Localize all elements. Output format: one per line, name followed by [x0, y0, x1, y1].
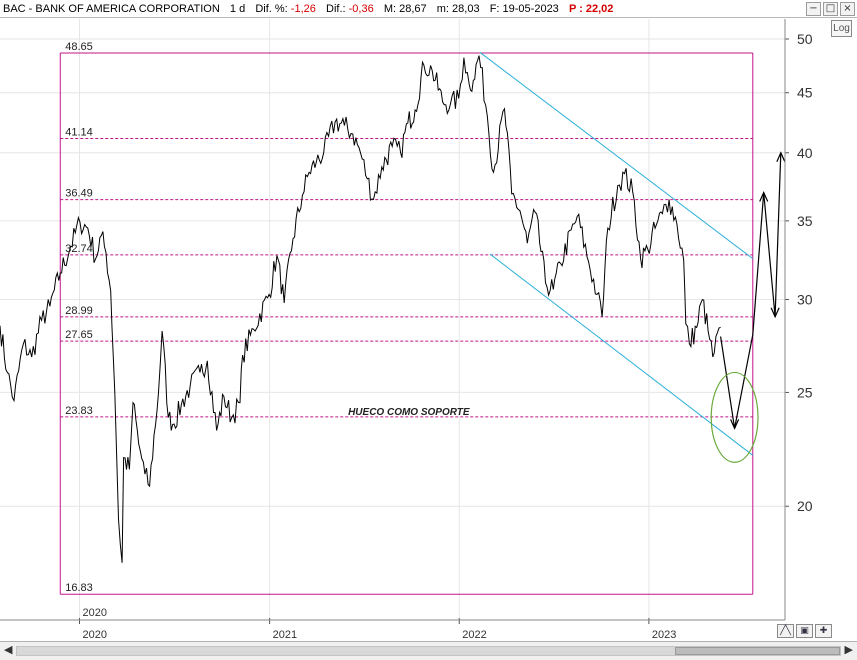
y-tick-label: 50 — [797, 31, 813, 47]
scroll-thumb[interactable] — [675, 647, 840, 655]
x-tick-label: 2023 — [652, 629, 676, 641]
channel-lines — [479, 52, 754, 456]
crosshair-icon[interactable]: ✚ — [815, 624, 832, 638]
price-series — [0, 55, 721, 563]
support-ellipse — [710, 371, 759, 463]
channel-line — [479, 52, 754, 260]
forecast-path — [720, 151, 786, 430]
save-icon[interactable]: ▣ — [796, 624, 813, 638]
y-tick-label: 30 — [797, 291, 813, 307]
forecast-line — [720, 152, 782, 429]
channel-line — [489, 253, 754, 456]
level-label: 41.14 — [65, 126, 93, 138]
level-label: 16.83 — [65, 582, 93, 594]
forecast-arrowhead — [730, 419, 740, 430]
forecast-arrowhead — [770, 307, 780, 319]
minimize-icon[interactable]: − — [806, 2, 821, 16]
scroll-left-icon[interactable]: ◀ — [4, 643, 13, 656]
dif-pct-label: Dif. %: — [255, 3, 288, 15]
symbol-name: BAC - BANK OF AMERICA CORPORATION — [3, 3, 220, 15]
log-scale-button[interactable]: Log — [831, 20, 852, 37]
maximize-icon[interactable]: □ — [823, 2, 838, 16]
y-tick-label: 35 — [797, 213, 813, 229]
y-tick-label: 40 — [797, 145, 813, 161]
chart-labels: 2020 48.65 41.14 36.49 32.74 28.99 27.65 23.83 1… — [65, 41, 470, 619]
scroll-right-icon[interactable]: ▶ — [844, 643, 853, 656]
chart-title-bar: BAC - BANK OF AMERICA CORPORATION 1 d Di… — [0, 0, 857, 18]
dif-pct-value: -1,26 — [290, 3, 316, 15]
horizontal-scrollbar[interactable]: ◀ ▶ — [0, 641, 857, 660]
max-label: M: 28,67 — [383, 3, 427, 15]
timeframe-label: 1 d — [229, 3, 246, 15]
scroll-track[interactable] — [16, 646, 841, 656]
level-label: 48.65 — [65, 41, 93, 53]
x-tick-label: 2020 — [82, 629, 106, 641]
dif-label: Dif.: — [326, 3, 346, 15]
x-tick-label: 2022 — [462, 629, 486, 641]
level-label: 32.74 — [65, 243, 93, 255]
annotation-label: HUECO COMO SOPORTE — [348, 407, 470, 418]
support-ellipse-shape — [710, 371, 759, 463]
level-lines — [59, 52, 754, 595]
min-label: m: 28,03 — [436, 3, 480, 15]
date-label: F: 19-05-2023 — [489, 3, 559, 15]
x-tick-label: 2021 — [273, 629, 297, 641]
price-line — [0, 55, 721, 563]
level-label: 28.99 — [65, 305, 93, 317]
dif-value: -0,36 — [348, 3, 374, 15]
close-icon[interactable]: × — [840, 2, 855, 16]
y-tick-label: 25 — [797, 384, 813, 400]
forecast-arrowhead — [759, 191, 769, 202]
y-tick-label: 20 — [797, 498, 813, 514]
forecast-arrowhead — [776, 151, 786, 163]
draw-line-icon[interactable]: ╱╲ — [777, 624, 794, 638]
level-label: 27.65 — [65, 329, 93, 341]
chart-tools: ╱╲ ▣ ✚ — [777, 624, 832, 638]
window-controls: − □ × — [806, 2, 855, 16]
price-chart[interactable]: 2020 48.65 41.14 36.49 32.74 28.99 27.65 23.83 1… — [0, 0, 857, 641]
gridlines — [0, 19, 785, 620]
year-sub-label: 2020 — [82, 607, 106, 619]
level-label: 23.83 — [65, 405, 93, 417]
level-label: 36.49 — [65, 188, 93, 200]
axes: 20 25 30 35 40 45 50 2020 2021 2022 2023 — [0, 19, 813, 641]
y-tick-label: 45 — [797, 85, 813, 101]
price-label: P : 22,02 — [568, 3, 614, 15]
